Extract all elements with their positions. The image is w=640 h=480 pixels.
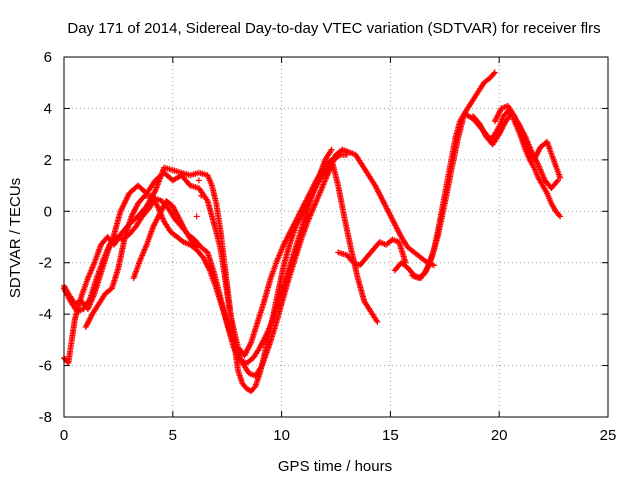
data-point [328, 146, 335, 153]
data-point [343, 151, 350, 158]
y-tick-label: 6 [44, 49, 52, 66]
data-point [557, 174, 564, 181]
data-point [402, 259, 409, 266]
data-point [192, 243, 199, 249]
data-points [61, 69, 564, 395]
data-point [491, 69, 498, 76]
x-tick-label: 15 [382, 427, 399, 444]
axes [63, 56, 609, 418]
y-tick-label: 0 [44, 203, 52, 220]
data-point [557, 213, 564, 220]
x-tick-label: 0 [60, 427, 68, 444]
y-axis-label: SDTVAR / TECUs [7, 178, 24, 298]
outlier-point [193, 213, 200, 220]
x-tick-label: 5 [169, 427, 177, 444]
grid [64, 57, 608, 417]
y-tick-label: -8 [39, 409, 52, 426]
data-point [430, 262, 437, 269]
plot-border [63, 56, 609, 418]
y-tick-label: -6 [39, 358, 52, 375]
chart-title: Day 171 of 2014, Sidereal Day-to-day VTE… [67, 20, 600, 37]
data-point [490, 70, 497, 77]
data-point [140, 194, 147, 201]
y-tick-label: 2 [44, 152, 52, 169]
data-point [193, 244, 200, 251]
outlier-point [195, 177, 202, 184]
x-tick-label: 10 [273, 427, 290, 444]
data-point [374, 318, 381, 325]
tick-labels: 0 5 10 15 20 25 -8 -6 -4 -2 0 2 4 6 [39, 49, 617, 444]
x-axis-label: GPS time / hours [278, 458, 392, 475]
x-tick-label: 20 [491, 427, 508, 444]
y-tick-label: 4 [44, 100, 52, 117]
x-tick-label: 25 [600, 427, 617, 444]
y-tick-label: -2 [39, 255, 52, 272]
data-point [336, 152, 343, 159]
data-point [556, 212, 563, 219]
outlier-point [198, 192, 205, 199]
data-point [553, 178, 560, 185]
y-tick-label: -4 [39, 306, 52, 323]
